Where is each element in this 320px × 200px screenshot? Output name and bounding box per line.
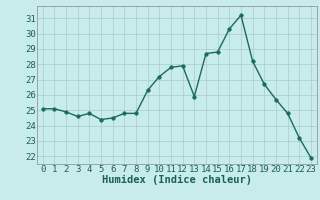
X-axis label: Humidex (Indice chaleur): Humidex (Indice chaleur) bbox=[102, 175, 252, 185]
